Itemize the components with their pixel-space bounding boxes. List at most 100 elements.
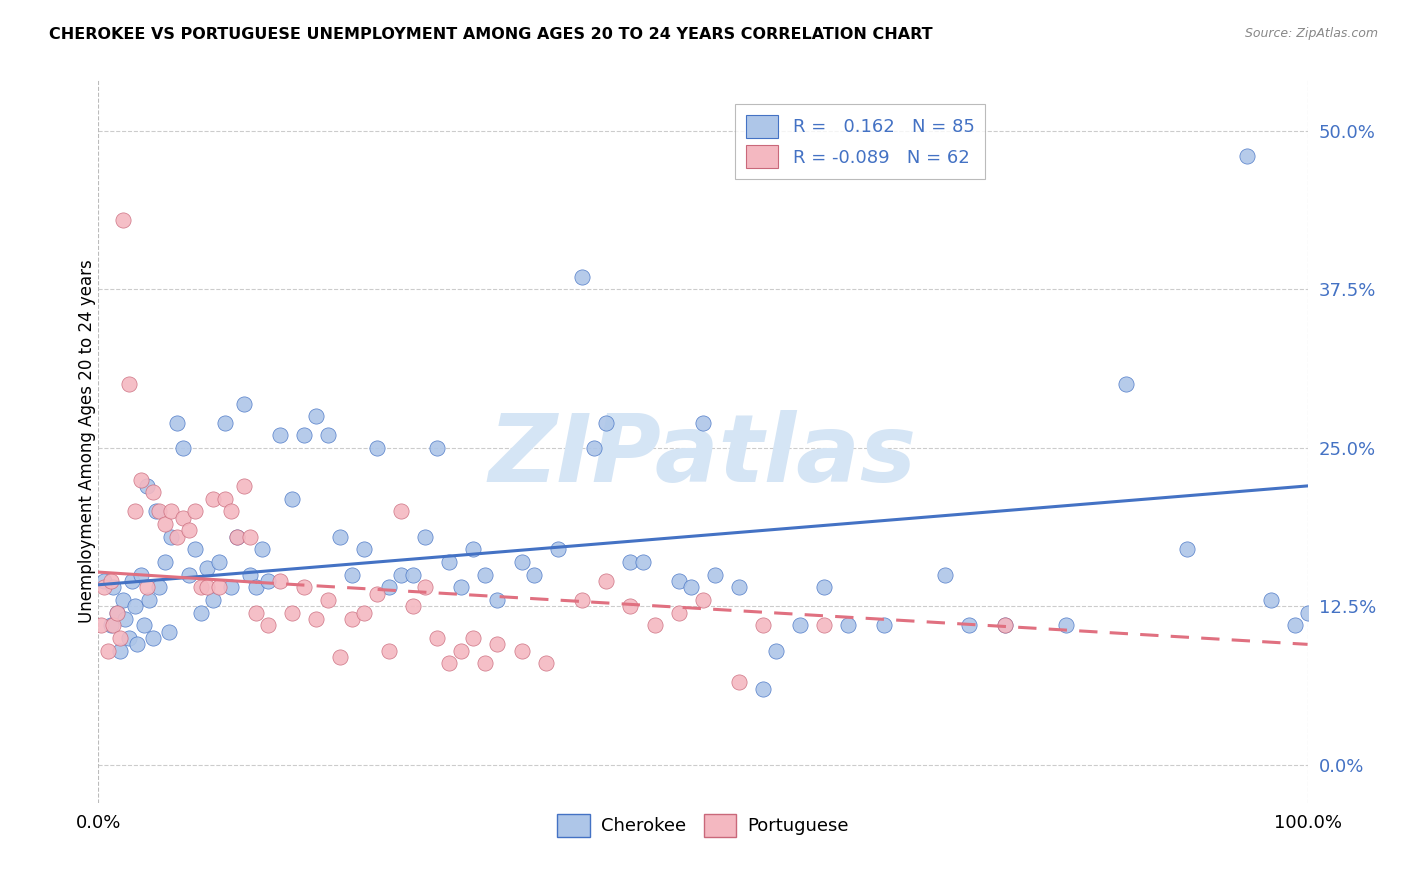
Point bbox=[127, 637, 149, 651]
Point bbox=[837, 618, 859, 632]
Point bbox=[342, 567, 364, 582]
Point bbox=[172, 510, 194, 524]
Point bbox=[668, 574, 690, 588]
Point bbox=[118, 631, 141, 645]
Point bbox=[1236, 149, 1258, 163]
Point bbox=[281, 606, 304, 620]
Point bbox=[437, 657, 460, 671]
Text: ZIPatlas: ZIPatlas bbox=[489, 410, 917, 502]
Point bbox=[153, 555, 176, 569]
Point bbox=[957, 618, 980, 632]
Point bbox=[179, 523, 201, 537]
Point bbox=[93, 580, 115, 594]
Point bbox=[463, 542, 485, 557]
Point bbox=[195, 561, 218, 575]
Point bbox=[134, 618, 156, 632]
Point bbox=[402, 599, 425, 614]
Point bbox=[221, 580, 243, 594]
Point bbox=[571, 269, 593, 284]
Point bbox=[90, 618, 112, 632]
Point bbox=[256, 618, 278, 632]
Point bbox=[402, 567, 425, 582]
Point bbox=[166, 416, 188, 430]
Point bbox=[437, 555, 460, 569]
Point bbox=[934, 567, 956, 582]
Point bbox=[184, 504, 207, 518]
Point bbox=[172, 441, 194, 455]
Point bbox=[256, 574, 278, 588]
Point bbox=[142, 485, 165, 500]
Point bbox=[100, 574, 122, 588]
Point bbox=[190, 580, 212, 594]
Point bbox=[353, 542, 375, 557]
Point bbox=[366, 587, 388, 601]
Point bbox=[873, 618, 896, 632]
Point bbox=[124, 599, 146, 614]
Point bbox=[1115, 377, 1137, 392]
Point bbox=[111, 593, 134, 607]
Point bbox=[148, 580, 170, 594]
Point bbox=[1175, 542, 1198, 557]
Point bbox=[245, 580, 267, 594]
Point bbox=[450, 580, 472, 594]
Point bbox=[668, 606, 690, 620]
Point bbox=[114, 612, 136, 626]
Point bbox=[101, 580, 124, 594]
Point bbox=[1284, 618, 1306, 632]
Point bbox=[245, 606, 267, 620]
Point bbox=[595, 574, 617, 588]
Point bbox=[692, 593, 714, 607]
Point bbox=[510, 643, 533, 657]
Point bbox=[129, 473, 152, 487]
Point bbox=[486, 637, 509, 651]
Point bbox=[195, 580, 218, 594]
Point bbox=[426, 631, 449, 645]
Point bbox=[679, 580, 702, 594]
Point bbox=[692, 416, 714, 430]
Point bbox=[226, 530, 249, 544]
Point bbox=[644, 618, 666, 632]
Point bbox=[752, 618, 775, 632]
Point bbox=[108, 643, 131, 657]
Point bbox=[342, 612, 364, 626]
Point bbox=[226, 530, 249, 544]
Point bbox=[214, 416, 236, 430]
Point bbox=[1054, 618, 1077, 632]
Point bbox=[160, 504, 183, 518]
Point bbox=[202, 491, 225, 506]
Point bbox=[269, 428, 291, 442]
Point bbox=[221, 504, 243, 518]
Point bbox=[184, 542, 207, 557]
Point bbox=[105, 606, 128, 620]
Point bbox=[813, 618, 835, 632]
Y-axis label: Unemployment Among Ages 20 to 24 years: Unemployment Among Ages 20 to 24 years bbox=[79, 260, 96, 624]
Point bbox=[281, 491, 304, 506]
Point bbox=[389, 567, 412, 582]
Point bbox=[704, 567, 727, 582]
Point bbox=[474, 567, 496, 582]
Point bbox=[305, 612, 328, 626]
Point bbox=[108, 631, 131, 645]
Point bbox=[232, 396, 254, 410]
Point bbox=[145, 504, 167, 518]
Point bbox=[214, 491, 236, 506]
Point bbox=[316, 428, 339, 442]
Point bbox=[160, 530, 183, 544]
Point bbox=[118, 377, 141, 392]
Point bbox=[100, 618, 122, 632]
Point bbox=[250, 542, 273, 557]
Point bbox=[413, 530, 436, 544]
Point bbox=[1296, 606, 1319, 620]
Point bbox=[239, 567, 262, 582]
Point bbox=[510, 555, 533, 569]
Point bbox=[239, 530, 262, 544]
Point bbox=[190, 606, 212, 620]
Point bbox=[571, 593, 593, 607]
Point bbox=[105, 606, 128, 620]
Point bbox=[534, 657, 557, 671]
Point bbox=[129, 567, 152, 582]
Point bbox=[138, 593, 160, 607]
Text: Source: ZipAtlas.com: Source: ZipAtlas.com bbox=[1244, 27, 1378, 40]
Point bbox=[474, 657, 496, 671]
Point bbox=[121, 574, 143, 588]
